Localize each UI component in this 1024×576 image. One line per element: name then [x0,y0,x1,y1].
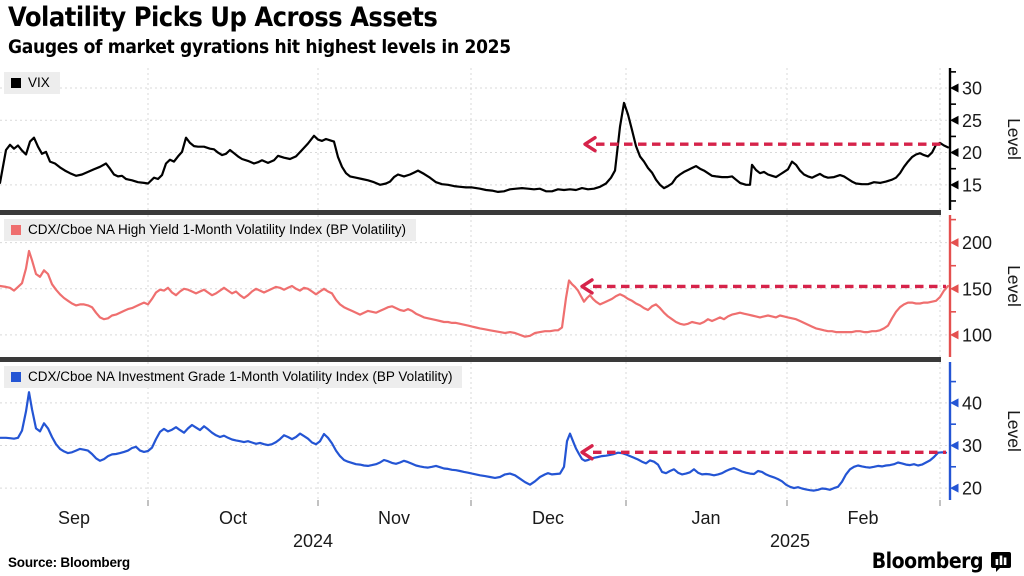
y-tick-label: 30 [962,79,982,99]
panel-cdx-ig: 20 30 40 Level CDX/Cboe NA Investment Grade… [0,362,1024,500]
y-tick-label: 25 [962,111,982,131]
y-axis-title: Level [1004,410,1024,452]
panel-vix: 15 20 25 30 Level VIX [0,68,1024,210]
y-tick-marker [950,440,959,450]
y-tick-marker [950,330,959,340]
cdx-ig-legend-swatch-icon [11,371,21,382]
source-note: Source: Bloomberg [8,555,130,570]
year-label: 2025 [770,531,810,551]
y-tick-marker [950,238,959,248]
bloomberg-wordmark: Bloomberg [871,549,984,573]
panel-cdx-hy: 100 150 200 Level CDX/Cboe NA High Yield 1-… [0,215,1024,357]
page-title: Volatility Picks Up Across Assets [8,2,438,33]
y-tick-label: 20 [962,143,982,163]
vix-legend-label: VIX [28,75,50,90]
y-tick-marker [950,115,959,125]
y-axis-title: Level [1004,118,1024,160]
page-subtitle: Gauges of market gyrations hit highest l… [8,36,511,58]
cdx-ig-chart: 20 30 40 Level [0,362,1024,500]
bloomberg-logo: Bloomberg [872,549,1012,573]
y-tick-marker [950,483,959,493]
y-tick-label: 200 [962,233,992,253]
panel-separator [0,357,941,362]
cdx-hy-legend-swatch-icon [11,224,21,235]
month-label: Dec [532,508,564,528]
y-tick-label: 20 [962,479,982,499]
vix-chart: 15 20 25 30 Level [0,68,1024,210]
cdx-hy-legend-label: CDX/Cboe NA High Yield 1-Month Volatilit… [28,222,406,237]
bloomberg-logo-icon [991,552,1011,572]
y-tick-marker [950,83,959,93]
y-tick-label: 15 [962,175,982,195]
y-tick-label: 40 [962,393,982,413]
trend-arrowhead [580,278,594,295]
month-label: Sep [58,508,90,528]
y-tick-marker [950,398,959,408]
trend-arrowhead [583,135,597,153]
cdx-hy-chart: 100 150 200 Level [0,215,1024,357]
y-tick-label: 150 [962,279,992,299]
month-label: Jan [691,508,720,528]
cdx-ig-legend-label: CDX/Cboe NA Investment Grade 1-Month Vol… [28,369,453,384]
y-tick-label: 100 [962,325,992,345]
y-tick-marker [950,148,959,158]
vix-legend-swatch-icon [11,77,21,88]
y-tick-label: 30 [962,436,982,456]
vix-line [0,101,950,194]
y-tick-marker [950,180,959,190]
trend-arrowhead [580,444,594,461]
cdx-hy-line [0,249,950,338]
year-label: 2024 [293,531,333,551]
x-axis: Sep Oct Nov Dec Jan Feb 2024 2025 [58,500,941,551]
y-tick-marker [950,284,959,294]
month-label: Feb [847,508,878,528]
month-label: Nov [378,508,410,528]
legend-cdx-ig[interactable]: CDX/Cboe NA Investment Grade 1-Month Vol… [4,366,463,388]
y-axis-title: Level [1004,265,1024,307]
month-label: Oct [219,508,247,528]
legend-vix[interactable]: VIX [4,72,60,94]
legend-cdx-hy[interactable]: CDX/Cboe NA High Yield 1-Month Volatilit… [4,219,416,241]
cdx-ig-line [0,391,948,492]
panel-separator [0,210,941,215]
